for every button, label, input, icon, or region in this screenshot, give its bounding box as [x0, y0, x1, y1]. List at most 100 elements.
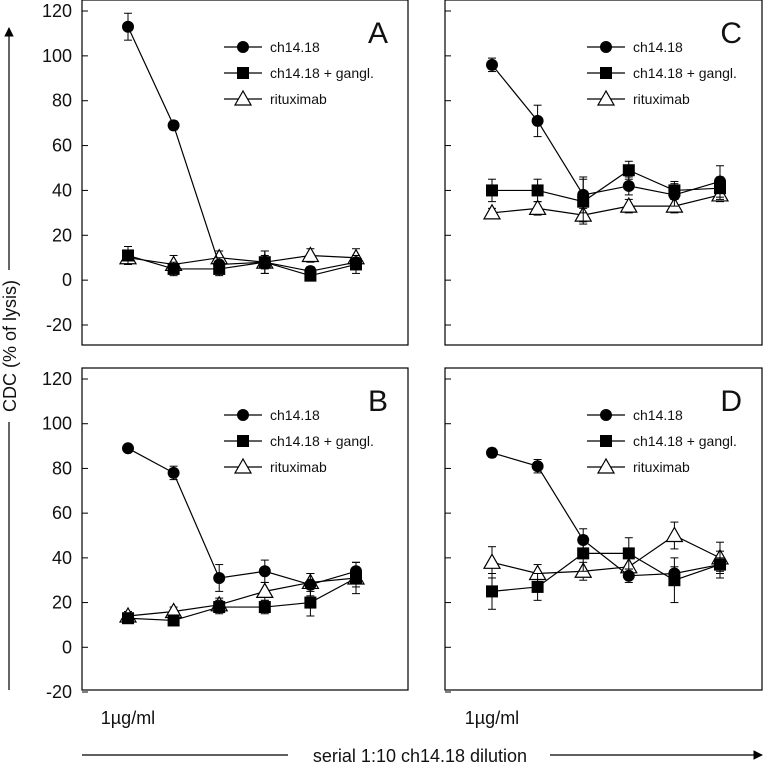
legend-label: ch14.18: [633, 407, 683, 423]
y-tick-label: 60: [52, 136, 72, 156]
legend-label: ch14.18 + gangl.: [270, 433, 374, 449]
y-axis-title: CDC (% of lysis): [0, 280, 20, 412]
data-point: [167, 614, 180, 627]
data-point: [486, 446, 498, 459]
series-line: [127, 254, 357, 277]
data-point: [167, 466, 180, 479]
data-point: [350, 565, 362, 578]
legend-marker: [237, 41, 249, 53]
data-point: [714, 175, 726, 188]
data-point: [531, 460, 544, 473]
data-point: [122, 20, 134, 33]
data-point: [486, 58, 498, 71]
panel-frame: [444, 367, 763, 691]
legend-label: rituximab: [633, 91, 690, 107]
data-point: [622, 569, 635, 582]
data-point: [668, 567, 681, 580]
legend-marker: [237, 409, 249, 421]
legend-marker: [600, 409, 612, 421]
legend-label: rituximab: [633, 459, 690, 475]
y-tick-label: 0: [62, 637, 72, 657]
legend-marker: [237, 67, 249, 79]
data-point: [213, 601, 226, 614]
y-tick-label: 80: [52, 91, 72, 111]
panel-frame: [81, 367, 409, 691]
data-point: [714, 558, 726, 571]
x-tick-label: 1µg/ml: [465, 708, 519, 728]
x-axis-title: serial 1:10 ch14.18 dilution: [313, 746, 527, 766]
x-axis-title-bg: [288, 744, 550, 766]
legend-marker: [600, 41, 612, 53]
panel-frame: [444, 0, 763, 346]
data-point: [577, 547, 590, 560]
data-point: [304, 596, 317, 609]
data-point: [622, 164, 635, 177]
legend-marker: [600, 67, 612, 79]
data-point: [304, 265, 317, 278]
y-tick-label: 0: [62, 270, 72, 290]
data-point: [577, 533, 590, 546]
y-tick-label: 40: [52, 548, 72, 568]
series-line: [127, 577, 357, 622]
x-tick-label: 1µg/ml: [101, 708, 155, 728]
data-point: [167, 262, 180, 275]
data-point: [213, 258, 226, 271]
series-line: [127, 26, 357, 272]
data-point: [213, 571, 226, 584]
legend-marker: [596, 89, 616, 106]
data-point: [258, 565, 271, 578]
y-tick-label: 120: [42, 1, 72, 21]
data-point: [304, 578, 317, 591]
series-line: [127, 447, 357, 586]
series-line: [127, 254, 357, 266]
data-point: [301, 246, 320, 263]
data-point: [255, 582, 274, 598]
series-line: [492, 169, 721, 203]
data-point: [482, 553, 502, 569]
legend-marker: [596, 457, 616, 474]
data-point: [167, 119, 180, 132]
panel-frame: [81, 0, 409, 346]
y-tick-label: -20: [46, 682, 72, 702]
legend-label: ch14.18: [270, 39, 320, 55]
legend-label: ch14.18: [270, 407, 320, 423]
data-point: [577, 188, 590, 201]
data-point: [486, 184, 498, 197]
data-point: [122, 442, 134, 455]
data-point: [482, 203, 502, 220]
y-tick-label: 80: [52, 458, 72, 478]
y-tick-label: 100: [42, 414, 72, 434]
legend-label: ch14.18 + gangl.: [633, 433, 737, 449]
data-point: [619, 196, 638, 213]
y-tick-label: 40: [52, 180, 72, 200]
y-tick-label: 20: [52, 593, 72, 613]
series-line: [491, 194, 721, 216]
data-point: [350, 256, 362, 269]
legend-label: ch14.18: [633, 39, 683, 55]
y-tick-label: 60: [52, 503, 72, 523]
panel-letter: B: [368, 385, 388, 418]
panel-letter: C: [720, 17, 742, 50]
series-line: [491, 452, 721, 577]
legend-marker: [600, 435, 612, 447]
legend-marker: [237, 435, 249, 447]
data-point: [531, 580, 544, 593]
data-point: [531, 114, 544, 127]
legend-label: ch14.18 + gangl.: [633, 65, 737, 81]
legend-marker: [233, 89, 253, 106]
data-point: [622, 547, 635, 560]
y-tick-label: 120: [42, 369, 72, 389]
data-point: [668, 188, 681, 201]
data-point: [258, 256, 271, 269]
series-line: [491, 64, 721, 196]
data-point: [122, 249, 134, 262]
panel-letter: A: [368, 17, 388, 50]
series-line: [127, 577, 357, 617]
data-point: [622, 179, 635, 192]
data-point: [258, 601, 271, 614]
series-line: [491, 552, 721, 592]
